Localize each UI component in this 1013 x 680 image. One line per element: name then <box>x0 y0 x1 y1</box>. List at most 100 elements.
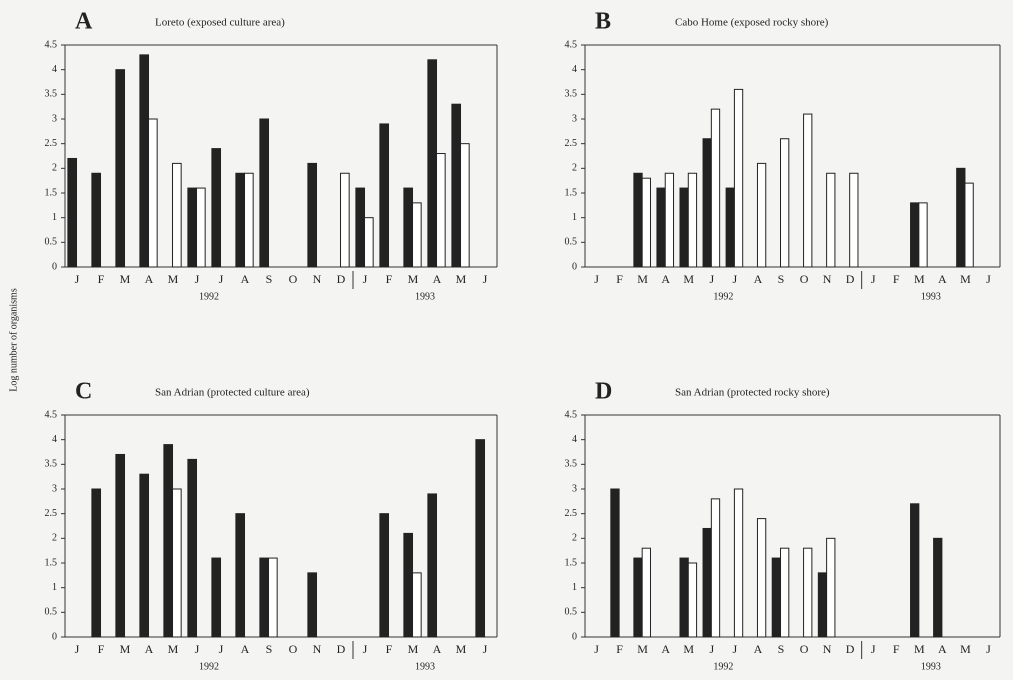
bar <box>403 187 414 268</box>
y-tick-label: 2.5 <box>565 508 578 519</box>
y-tick-label: 2 <box>52 163 57 174</box>
bar <box>259 557 270 638</box>
year-label: 1993 <box>921 661 941 672</box>
bar <box>610 488 620 638</box>
bar <box>933 537 943 638</box>
x-tick-label: J <box>709 272 714 286</box>
bar <box>403 532 414 638</box>
year-label: 1992 <box>199 661 219 672</box>
bar <box>91 488 102 638</box>
x-tick-label: F <box>893 642 900 656</box>
bar <box>244 172 254 268</box>
x-tick-label: O <box>800 642 809 656</box>
bar <box>710 498 721 638</box>
bar <box>733 488 744 638</box>
y-tick-label: 1 <box>52 212 57 223</box>
y-tick-label: 3.5 <box>565 459 578 470</box>
x-tick-label: J <box>195 642 200 656</box>
y-tick-label: 4 <box>572 64 577 75</box>
x-tick-label: J <box>594 642 599 656</box>
x-tick-label: O <box>289 642 298 656</box>
x-tick-label: F <box>98 642 105 656</box>
year-label: 1992 <box>199 291 219 302</box>
x-tick-label: M <box>637 642 648 656</box>
x-tick-label: J <box>871 272 876 286</box>
y-tick-label: 4 <box>52 434 57 445</box>
x-tick-label: A <box>754 642 763 656</box>
y-tick-label: 4 <box>572 434 577 445</box>
x-tick-label: D <box>846 272 855 286</box>
bar <box>364 217 374 268</box>
x-tick-label: J <box>75 272 80 286</box>
bar <box>633 172 643 268</box>
bar <box>803 113 813 268</box>
x-tick-label: M <box>960 642 971 656</box>
bar <box>340 172 350 268</box>
bar <box>187 458 198 638</box>
y-tick-label: 2.5 <box>565 138 578 149</box>
bar <box>139 54 150 268</box>
y-tick-label: 0 <box>572 631 577 642</box>
bar <box>641 547 651 638</box>
bar <box>771 557 782 638</box>
x-tick-label: D <box>337 642 346 656</box>
bar <box>115 453 126 638</box>
bar <box>460 143 470 268</box>
x-tick-label: J <box>75 642 80 656</box>
y-tick-label: 3 <box>572 113 577 124</box>
year-label: 1993 <box>415 291 435 302</box>
y-tick-label: 3.5 <box>45 459 58 470</box>
bar <box>139 473 150 638</box>
x-tick-label: F <box>893 272 900 286</box>
y-tick-label: 1.5 <box>45 187 58 198</box>
x-tick-label: A <box>938 642 947 656</box>
y-tick-label: 4.5 <box>45 39 58 50</box>
y-tick-label: 2.5 <box>45 138 58 149</box>
x-tick-label: A <box>433 642 442 656</box>
bar <box>268 557 278 638</box>
bar <box>702 138 712 268</box>
x-tick-label: F <box>616 272 623 286</box>
x-tick-label: N <box>823 272 832 286</box>
bar <box>475 439 486 638</box>
bar <box>211 148 222 268</box>
bar <box>656 187 666 268</box>
bar <box>436 153 446 268</box>
bar <box>817 572 828 638</box>
bar <box>187 187 198 268</box>
chart-title: Cabo Home (exposed rocky shore) <box>675 17 829 29</box>
y-tick-label: 0.5 <box>565 237 578 248</box>
x-tick-label: J <box>219 272 224 286</box>
x-tick-label: S <box>266 272 273 286</box>
bar <box>307 162 318 268</box>
x-tick-label: D <box>337 272 346 286</box>
x-tick-label: S <box>266 642 273 656</box>
bar <box>725 187 735 268</box>
x-tick-label: O <box>289 272 298 286</box>
x-tick-label: A <box>145 272 154 286</box>
x-tick-label: J <box>483 642 488 656</box>
y-tick-label: 4.5 <box>565 409 578 420</box>
bar <box>67 157 78 268</box>
x-tick-label: J <box>195 272 200 286</box>
bar <box>163 444 174 638</box>
panel-letter: A <box>75 9 93 35</box>
y-tick-label: 1.5 <box>565 187 578 198</box>
x-tick-label: M <box>960 272 971 286</box>
bar <box>964 182 974 268</box>
x-tick-label: J <box>986 642 991 656</box>
panel-letter: B <box>595 9 611 35</box>
bar <box>379 123 390 268</box>
x-tick-label: N <box>823 642 832 656</box>
x-tick-label: A <box>661 272 670 286</box>
y-tick-label: 2.5 <box>45 508 58 519</box>
bar <box>733 88 744 268</box>
y-tick-label: 2 <box>572 163 577 174</box>
year-label: 1993 <box>921 291 941 302</box>
x-tick-label: J <box>219 642 224 656</box>
bar <box>633 557 643 638</box>
x-tick-label: M <box>120 272 131 286</box>
x-tick-label: N <box>313 642 322 656</box>
x-tick-label: J <box>986 272 991 286</box>
